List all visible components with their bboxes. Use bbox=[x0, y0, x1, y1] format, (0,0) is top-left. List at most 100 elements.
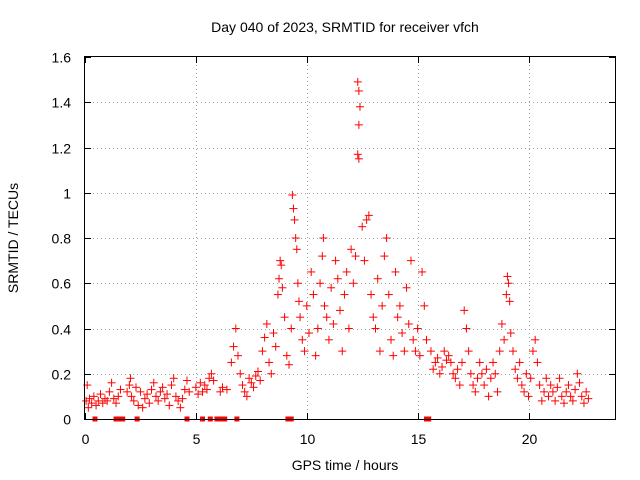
data-points bbox=[82, 77, 593, 422]
data-point bbox=[167, 381, 176, 390]
data-point bbox=[292, 245, 301, 254]
data-point bbox=[165, 401, 174, 410]
data-point bbox=[245, 374, 254, 383]
data-point bbox=[453, 365, 462, 374]
data-point bbox=[145, 399, 154, 408]
data-point bbox=[156, 387, 165, 396]
x-tick-label: 10 bbox=[300, 431, 316, 447]
data-point bbox=[466, 369, 475, 378]
data-point bbox=[307, 267, 316, 276]
data-point bbox=[302, 301, 311, 310]
data-point bbox=[240, 387, 249, 396]
data-point bbox=[296, 313, 305, 322]
data-point bbox=[362, 215, 371, 224]
data-point bbox=[194, 390, 203, 399]
data-point bbox=[367, 290, 376, 299]
x-tick-label: 20 bbox=[522, 431, 538, 447]
data-point bbox=[349, 279, 358, 288]
data-point bbox=[202, 385, 211, 394]
data-point bbox=[471, 387, 480, 396]
data-point bbox=[107, 378, 116, 387]
data-point bbox=[287, 324, 296, 333]
data-point bbox=[260, 333, 269, 342]
data-point bbox=[455, 381, 464, 390]
data-point bbox=[200, 381, 209, 390]
data-point bbox=[242, 392, 251, 401]
data-point bbox=[508, 347, 517, 356]
data-point bbox=[528, 347, 537, 356]
x-tick-label: 5 bbox=[193, 431, 201, 447]
data-point bbox=[98, 399, 107, 408]
data-point bbox=[143, 390, 152, 399]
data-point bbox=[256, 376, 265, 385]
data-point bbox=[320, 301, 329, 310]
data-point bbox=[82, 396, 91, 405]
data-point bbox=[234, 351, 243, 360]
data-point bbox=[198, 387, 207, 396]
data-point bbox=[114, 392, 123, 401]
data-point bbox=[469, 381, 478, 390]
data-point bbox=[313, 324, 322, 333]
data-point bbox=[582, 387, 591, 396]
data-point bbox=[493, 387, 502, 396]
data-point bbox=[511, 365, 520, 374]
data-point bbox=[435, 369, 444, 378]
data-point bbox=[398, 329, 407, 338]
data-point bbox=[559, 399, 568, 408]
data-point bbox=[520, 387, 529, 396]
y-tick-label: 1.6 bbox=[52, 50, 72, 66]
data-point bbox=[96, 390, 105, 399]
data-point bbox=[505, 297, 514, 306]
data-point bbox=[176, 403, 185, 412]
data-point bbox=[495, 347, 504, 356]
data-point bbox=[364, 211, 373, 220]
data-point bbox=[347, 245, 356, 254]
data-point bbox=[103, 396, 112, 405]
data-point bbox=[116, 385, 125, 394]
data-point bbox=[426, 347, 435, 356]
data-point bbox=[433, 353, 442, 362]
data-point bbox=[149, 378, 158, 387]
data-point bbox=[444, 351, 453, 360]
data-point bbox=[123, 387, 132, 396]
data-point bbox=[446, 358, 455, 367]
data-point bbox=[506, 329, 515, 338]
data-point bbox=[109, 394, 118, 403]
data-point bbox=[207, 369, 216, 378]
y-tick-label: 0.4 bbox=[52, 322, 72, 338]
data-point bbox=[309, 290, 318, 299]
data-point bbox=[171, 392, 180, 401]
data-point bbox=[571, 385, 580, 394]
data-point bbox=[411, 347, 420, 356]
data-point bbox=[311, 351, 320, 360]
data-point bbox=[524, 392, 533, 401]
data-point bbox=[584, 394, 593, 403]
data-point bbox=[231, 324, 240, 333]
data-point bbox=[477, 369, 486, 378]
data-point bbox=[380, 252, 389, 261]
data-point bbox=[354, 154, 363, 163]
data-point bbox=[87, 399, 96, 408]
x-tick-label: 15 bbox=[411, 431, 427, 447]
data-point bbox=[542, 374, 551, 383]
data-point bbox=[275, 274, 284, 283]
data-point bbox=[457, 358, 466, 367]
data-point bbox=[185, 387, 194, 396]
y-tick-labels: 0 0.2 0.4 0.6 0.8 1 1.2 1.4 1.6 bbox=[52, 50, 72, 428]
data-point bbox=[285, 360, 294, 369]
data-point bbox=[178, 394, 187, 403]
data-point bbox=[196, 378, 205, 387]
data-point bbox=[406, 256, 415, 265]
data-point bbox=[105, 387, 114, 396]
data-point bbox=[451, 374, 460, 383]
data-point bbox=[429, 365, 438, 374]
data-point bbox=[154, 396, 163, 405]
data-point bbox=[147, 385, 156, 394]
data-point bbox=[464, 347, 473, 356]
data-point bbox=[537, 396, 546, 405]
data-point bbox=[319, 234, 328, 242]
data-point bbox=[278, 283, 287, 292]
data-point bbox=[205, 374, 214, 383]
data-point bbox=[486, 374, 495, 383]
data-point bbox=[342, 267, 351, 276]
